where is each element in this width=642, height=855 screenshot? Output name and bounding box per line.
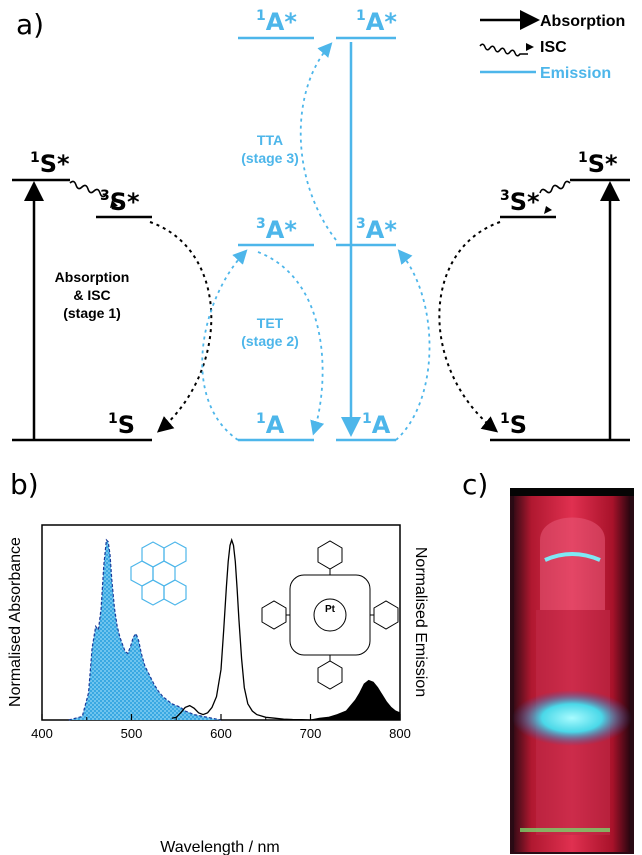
tet-arc-right-up: [395, 249, 431, 441]
pt-porphyrin-structure-icon: [261, 540, 399, 690]
tta-arc: [299, 42, 337, 241]
stage1-line3: (stage 1): [63, 305, 121, 321]
stage3-line2: (stage 3): [241, 150, 299, 166]
panel-label-c: c): [462, 468, 489, 501]
meniscus-glow: [544, 552, 601, 562]
series-2-black-filled: [310, 679, 401, 721]
x-tick-label-800: 800: [389, 726, 411, 741]
label-left-s3-star: 3S*: [100, 188, 140, 216]
stage2-line2: (stage 2): [241, 333, 299, 349]
label-right-s1-star: 1S*: [578, 150, 618, 178]
stage1-line1: Absorption: [55, 269, 130, 285]
cuvette-photo: [510, 488, 634, 854]
label-right-s0: 1S: [500, 411, 527, 439]
right-isc-wavy-arrow: [539, 180, 571, 194]
x-tick-label-600: 600: [210, 726, 232, 741]
right-phosphorescence-arrow: [438, 221, 501, 433]
pt-atom-label: Pt: [325, 604, 336, 615]
x-tick-label-400: 400: [31, 726, 53, 741]
panel-label-b: b): [10, 468, 39, 501]
series-1-black-line: [171, 537, 311, 721]
stage3-line1: TTA: [257, 132, 283, 148]
label-left-s0: 1S: [108, 411, 135, 439]
y-axis-label-left: Normalised Absorbance: [7, 537, 24, 707]
spectra-chart: 400 500 600 700 800 Pt Wavelength / nm Norma…: [7, 524, 429, 855]
legend-absorption-label: Absorption: [540, 13, 625, 30]
series-0-area: [68, 540, 221, 720]
legend-emission-label: Emission: [540, 65, 611, 82]
perylene-structure-icon: [130, 541, 187, 606]
photo-top-bar: [510, 488, 634, 496]
label-a3-star-right: 3A*: [356, 216, 397, 244]
tet-arc-left-down: [257, 251, 325, 436]
legend-isc-arrowhead: [526, 43, 534, 51]
legend-isc-label: ISC: [540, 39, 567, 56]
x-tick-label-700: 700: [300, 726, 322, 741]
x-axis-label: Wavelength / nm: [160, 839, 279, 855]
label-a1-star-right: 1A*: [356, 8, 397, 36]
stage2-line1: TET: [257, 315, 284, 331]
label-a0-left: 1A: [256, 411, 285, 439]
label-a1-star-left: 1A*: [256, 8, 297, 36]
left-isc-arrowhead: [110, 200, 118, 208]
upconversion-glow: [512, 690, 632, 746]
label-left-s1-star: 1S*: [30, 150, 70, 178]
label-a3-star-left: 3A*: [256, 216, 297, 244]
stage1-line2: & ISC: [73, 287, 110, 303]
cuvette-neck: [540, 517, 605, 610]
left-phosphorescence-arrow: [149, 221, 213, 433]
right-isc-arrowhead: [544, 206, 552, 214]
series-layer: [68, 537, 401, 721]
tet-arc-left-up: [201, 249, 248, 441]
left-isc-wavy-arrow: [69, 180, 107, 198]
tick-layer: 400 500 600 700 800: [31, 714, 411, 741]
cuvette-base-line: [520, 828, 610, 832]
label-a0-right: 1A: [362, 411, 391, 439]
legend-isc-swatch: [479, 43, 528, 57]
y-axis-label-right: Normalised Emission: [412, 547, 429, 697]
label-right-s3-star: 3S*: [500, 188, 540, 216]
x-tick-label-500: 500: [121, 726, 143, 741]
energy-diagram: 1S* 3S* 1S 1A* 1A* 3A* 3A* 1A 1A 1S* 3S*…: [12, 8, 630, 442]
legend: Absorption ISC Emission: [479, 10, 625, 82]
panel-label-a: a): [16, 8, 45, 41]
